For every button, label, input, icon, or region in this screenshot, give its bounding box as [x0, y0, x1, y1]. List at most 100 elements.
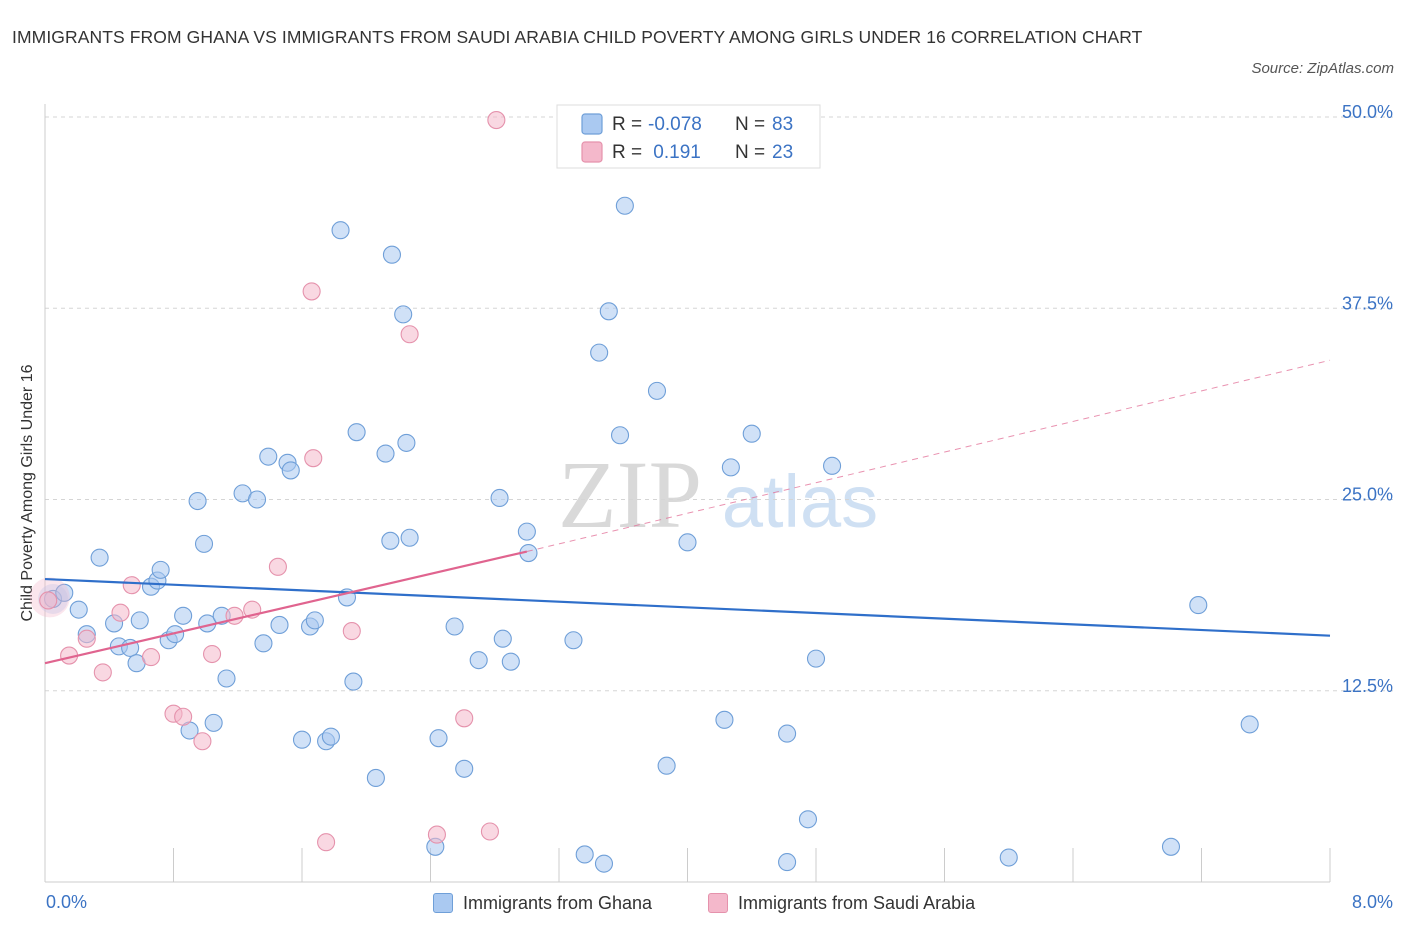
ghana-point-72	[798, 810, 818, 829]
saudi-point-4	[111, 603, 130, 622]
ghana-point-48	[445, 617, 464, 636]
ghana-point-70	[778, 724, 797, 743]
y-tick-label-1: 25.0%	[1342, 485, 1393, 505]
saudi-point-2	[77, 629, 96, 648]
saudi-point-21	[480, 822, 499, 841]
source-label: Source: ZipAtlas.com	[1251, 60, 1394, 77]
legend-ghana-r-label: R =	[612, 114, 642, 135]
ghana-point-34	[321, 727, 340, 746]
trend-lines	[44, 359, 1331, 665]
legend-bottom: Immigrants from Ghana Immigrants from Sa…	[0, 890, 1406, 916]
ghana-point-47	[429, 729, 448, 748]
saudi-point-13	[268, 557, 287, 576]
saudi-point-15	[304, 449, 323, 468]
ghana-point-73	[806, 649, 826, 668]
legend-top: R = -0.078 N = 83 R = 0.191 N = 23	[556, 104, 821, 169]
x-tick-label-0: 0.0%	[46, 892, 87, 912]
ghana-point-45	[400, 528, 419, 547]
ghana-point-15	[174, 606, 193, 625]
ghana-point-9	[130, 611, 149, 630]
ghana-point-39	[366, 768, 385, 788]
ghana-point-60	[599, 302, 618, 321]
legend-ghana-swatch	[581, 113, 603, 135]
legend-ghana-n-value: 83	[772, 114, 793, 135]
ghana-point-54	[517, 522, 536, 541]
ghana-point-56	[564, 631, 583, 650]
y-tick-label-2: 37.5%	[1342, 293, 1393, 313]
ghana-point-77	[1189, 596, 1208, 615]
saudi-points	[29, 111, 506, 852]
saudi-point-18	[400, 325, 419, 344]
legend-ghana-n-label: N =	[735, 114, 765, 135]
ghana-point-67	[715, 710, 734, 729]
ghana-point-17	[188, 491, 207, 511]
saudi-point-8	[174, 707, 193, 726]
ghana-point-24	[247, 490, 267, 509]
ghana-point-62	[615, 196, 634, 215]
saudi-point-3	[93, 663, 112, 682]
ghana-point-63	[647, 381, 667, 400]
ghana-point-57	[575, 845, 594, 864]
ghana-point-40	[376, 444, 395, 463]
ghana-point-52	[493, 629, 512, 648]
ghana-point-37	[344, 672, 363, 691]
ghana-point-1	[55, 583, 74, 602]
y-tick-label-3: 50.0%	[1342, 102, 1393, 122]
legend-saudi-n-label: N =	[735, 142, 765, 163]
ghana-point-61	[610, 426, 630, 445]
saudi-point-22	[487, 111, 506, 130]
ghana-point-44	[397, 433, 416, 452]
ghana-point-2	[69, 600, 88, 619]
ghana-point-29	[281, 461, 300, 480]
ghana-point-30	[292, 730, 312, 749]
saudi-point-5	[122, 576, 141, 595]
ghana-point-66	[678, 533, 697, 552]
ghana-point-51	[490, 488, 509, 508]
ghana-point-25	[254, 634, 273, 653]
ghana-point-12	[151, 560, 170, 579]
ghana-point-49	[455, 759, 474, 778]
y-tick-label-0: 12.5%	[1342, 676, 1393, 696]
saudi-trend-line-extended	[526, 359, 1331, 553]
ghana-point-50	[469, 651, 488, 670]
ghana-point-20	[204, 713, 223, 732]
ghana-point-53	[501, 652, 520, 671]
legend-bottom-saudi-swatch	[708, 893, 728, 913]
ghana-point-68	[721, 458, 740, 477]
ghana-point-42	[382, 245, 402, 264]
saudi-point-9	[193, 732, 212, 751]
chart-title: IMMIGRANTS FROM GHANA VS IMMIGRANTS FROM…	[12, 27, 1143, 47]
ghana-point-4	[90, 548, 109, 567]
ghana-point-32	[305, 611, 324, 630]
legend-bottom-saudi-label: Immigrants from Saudi Arabia	[738, 892, 976, 913]
ghana-point-27	[270, 615, 289, 635]
legend-bottom-ghana-label: Immigrants from Ghana	[463, 892, 653, 913]
ghana-trend-line	[44, 577, 1331, 637]
saudi-trend-line	[44, 550, 528, 665]
axes	[44, 104, 1331, 883]
saudi-point-17	[342, 622, 361, 641]
legend-bottom-ghana-swatch	[433, 893, 453, 913]
legend-item-saudi: Immigrants from Saudi Arabia	[708, 890, 975, 916]
saudi-point-19	[427, 825, 446, 844]
legend-ghana-r-value: -0.078	[648, 114, 702, 135]
legend-saudi-r-label: R =	[612, 142, 642, 163]
saudi-point-14	[302, 282, 321, 301]
watermark-zip: ZIP	[558, 441, 702, 548]
legend-saudi-r-value: 0.191	[648, 142, 701, 163]
ghana-point-26	[259, 447, 278, 466]
legend-saudi-n-value: 23	[772, 142, 793, 163]
ghana-point-69	[742, 424, 761, 443]
x-tick-label-1: 8.0%	[1352, 892, 1393, 912]
tick-labels: 12.5% 25.0% 37.5% 50.0% 0.0% 8.0%	[46, 102, 1393, 912]
ghana-point-58	[590, 343, 609, 362]
ghana-point-76	[1161, 837, 1181, 856]
saudi-point-20	[455, 709, 474, 728]
legend-saudi-swatch	[581, 141, 603, 163]
ghana-point-75	[999, 848, 1018, 867]
saudi-point-0	[39, 591, 58, 610]
saudi-point-16	[317, 833, 336, 852]
ghana-point-43	[394, 305, 413, 324]
saudi-point-6	[141, 648, 161, 667]
